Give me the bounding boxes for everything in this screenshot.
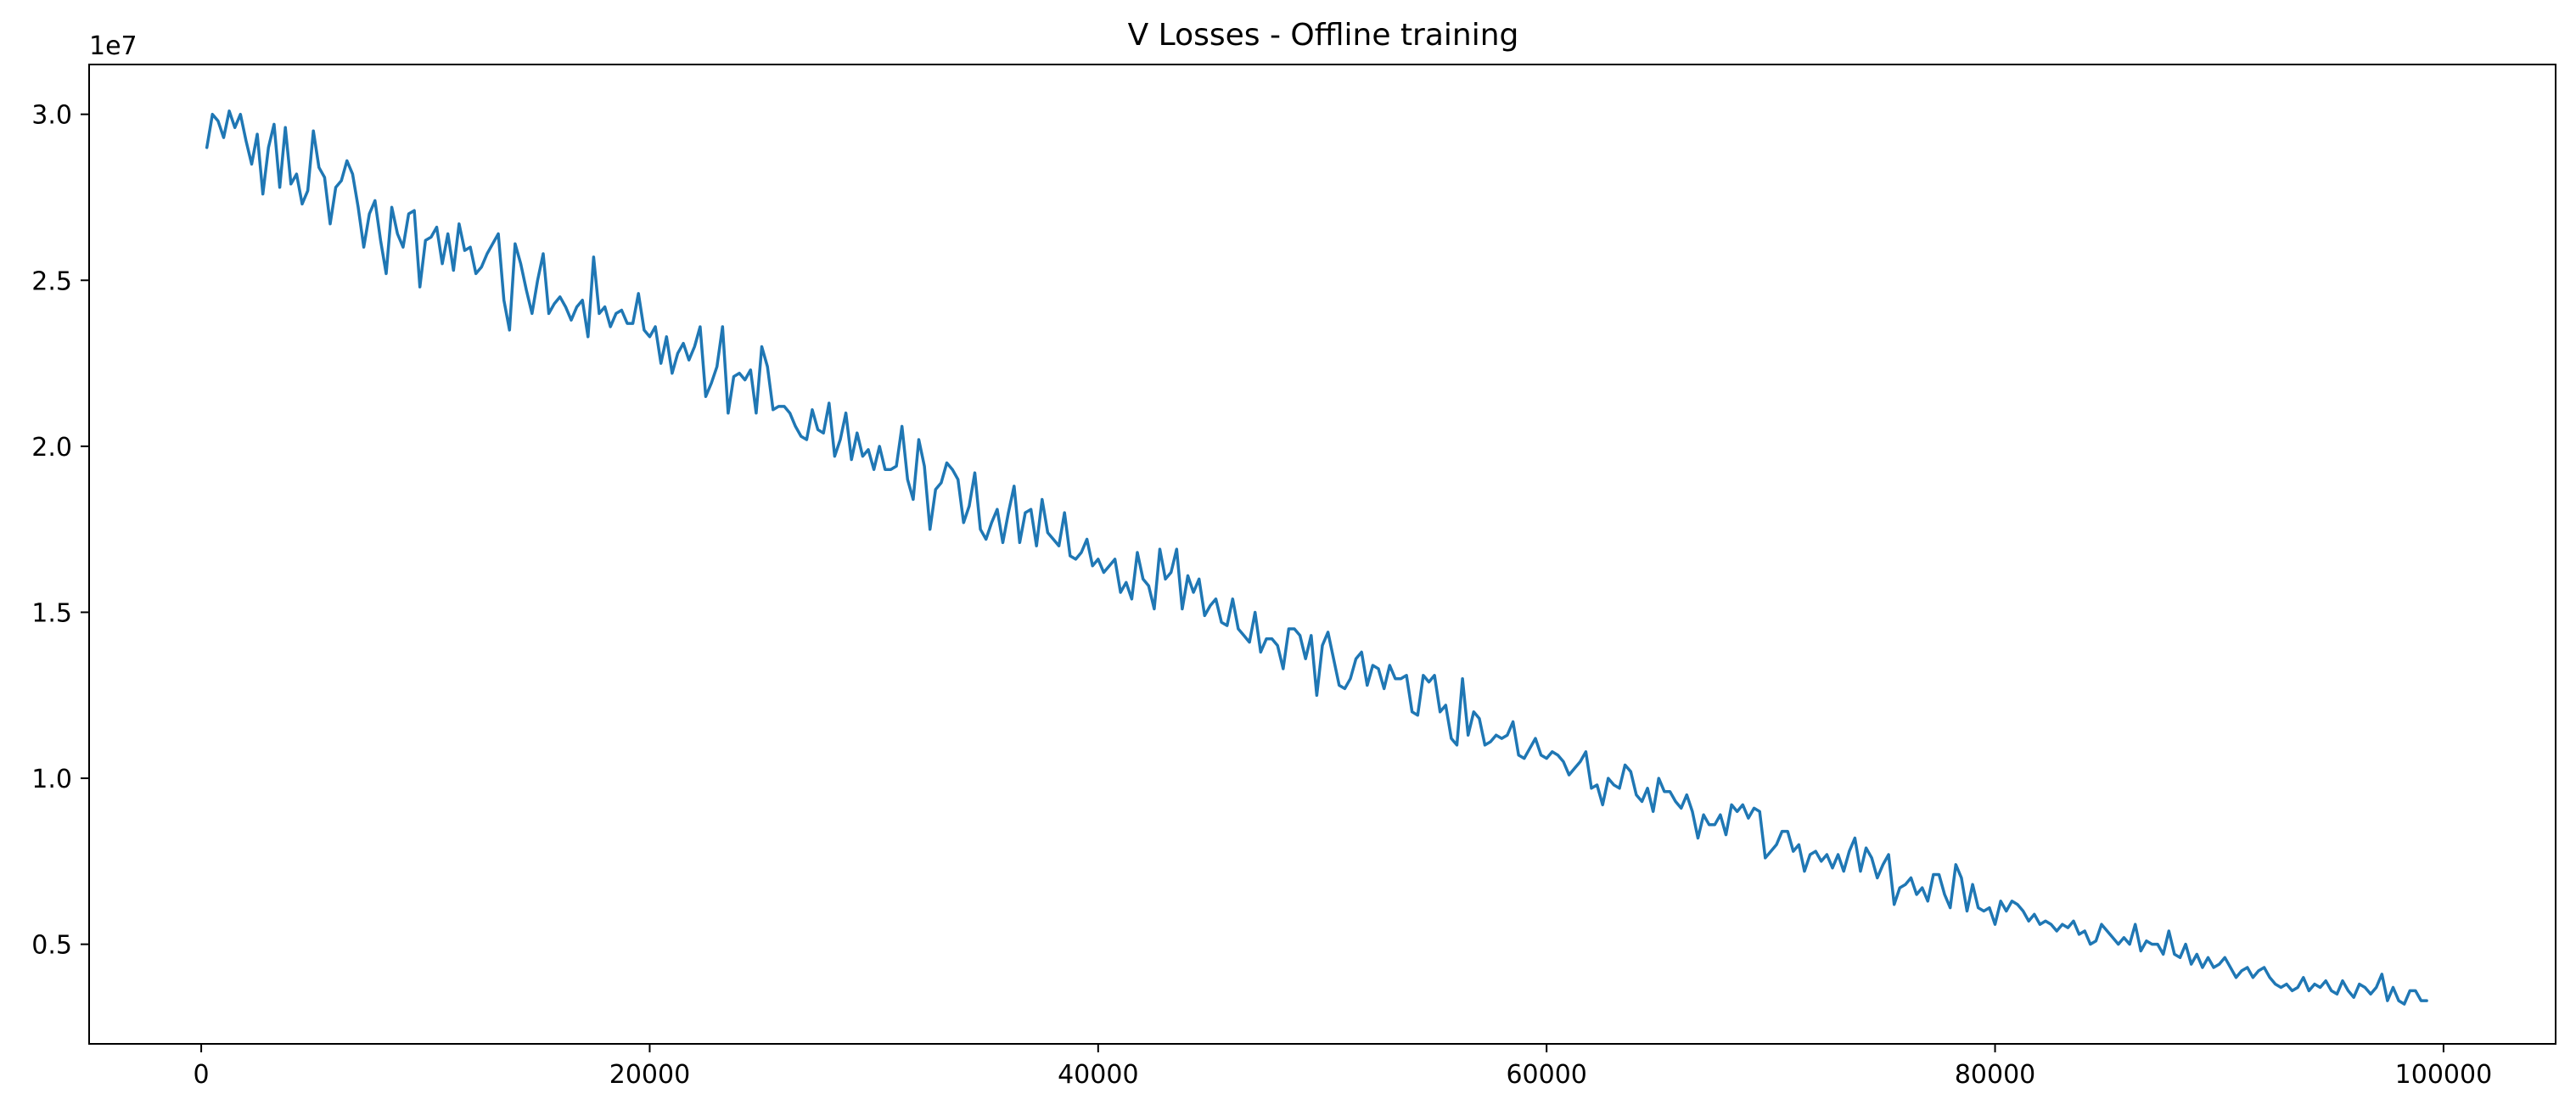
x-tick-label: 0 bbox=[194, 1060, 210, 1090]
y-tick-label: 3.0 bbox=[31, 101, 72, 131]
x-tick-label: 40000 bbox=[1058, 1060, 1138, 1090]
axis-ticks: 0 20000 40000 60000 80000 100000 0.5 1.0 1.5 2.0 2… bbox=[31, 101, 2492, 1090]
x-tick-label: 20000 bbox=[609, 1060, 690, 1090]
y-tick-label: 0.5 bbox=[31, 931, 72, 961]
x-tick-label: 80000 bbox=[1955, 1060, 2035, 1090]
y-axis-offset-label: 1e7 bbox=[89, 31, 137, 61]
y-tick-label: 2.5 bbox=[31, 266, 72, 296]
series-line bbox=[205, 109, 2428, 1006]
plot-area bbox=[205, 109, 2428, 1006]
y-tick-label: 2.0 bbox=[31, 433, 72, 463]
y-tick-label: 1.5 bbox=[31, 598, 72, 628]
x-tick-label: 60000 bbox=[1506, 1060, 1586, 1090]
axes-frame bbox=[88, 64, 2556, 1045]
x-tick-label: 100000 bbox=[2395, 1060, 2493, 1090]
y-tick-label: 1.0 bbox=[31, 765, 72, 794]
chart-title: V Losses - Offline training bbox=[1128, 18, 1519, 53]
